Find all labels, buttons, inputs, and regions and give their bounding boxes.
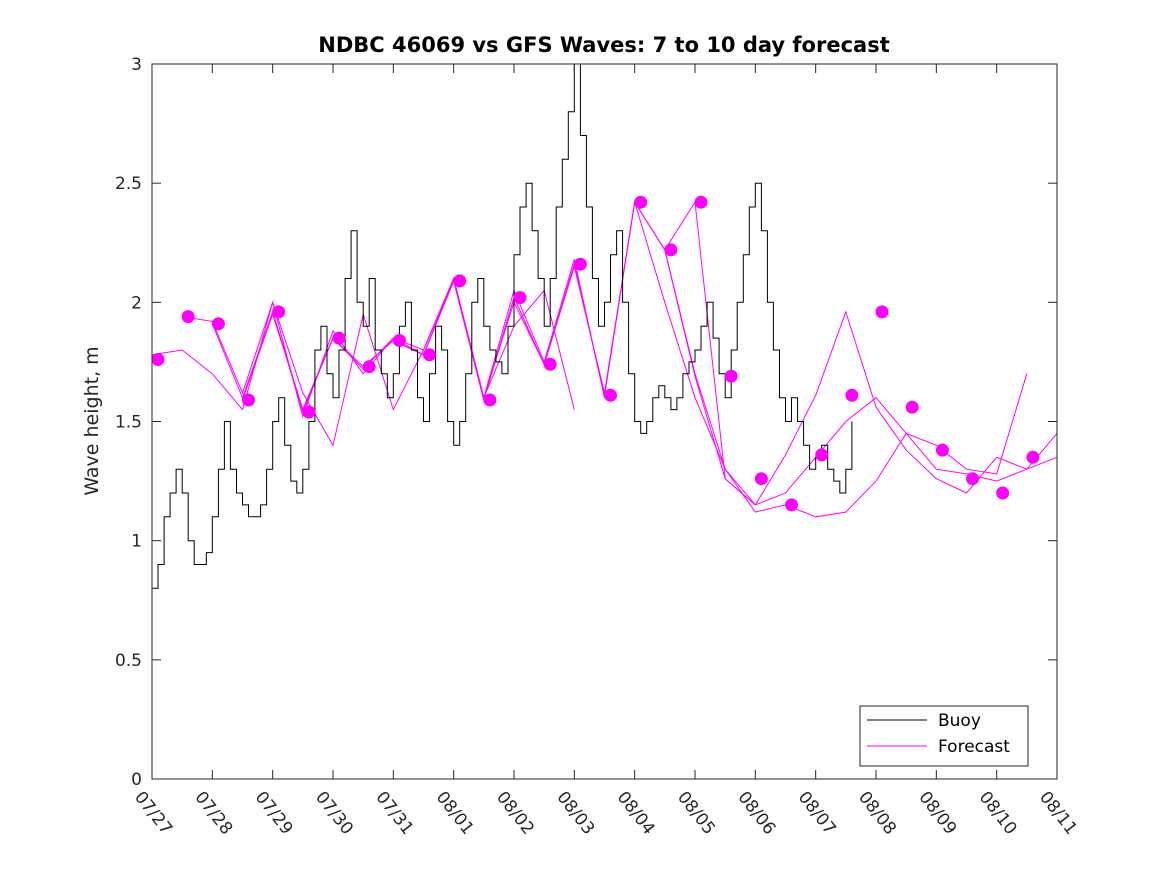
forecast-marker	[966, 472, 979, 486]
forecast-marker	[242, 393, 255, 407]
x-tick-label: 08/08	[854, 788, 900, 839]
forecast-marker	[573, 257, 587, 271]
chart-title: NDBC 46069 vs GFS Waves: 7 to 10 day for…	[318, 33, 889, 57]
forecast-marker	[996, 486, 1010, 500]
forecast-marker	[875, 305, 889, 319]
forecast-marker	[332, 331, 346, 345]
legend-label-forecast: Forecast	[938, 737, 1010, 757]
forecast-series-line	[634, 202, 1058, 506]
legend-box	[859, 705, 1029, 767]
x-tick-label: 08/07	[794, 788, 840, 839]
x-tick-label: 08/03	[552, 788, 598, 839]
forecast-marker	[453, 274, 467, 288]
forecast-marker	[845, 388, 859, 402]
legend: Buoy Forecast	[859, 705, 1029, 767]
forecast-marker	[724, 369, 738, 383]
x-tick-label: 08/06	[733, 788, 779, 839]
forecast-marker	[694, 195, 708, 209]
x-tick-label: 07/30	[311, 788, 357, 839]
y-tick-label: 1.5	[115, 413, 142, 433]
x-tick-label: 08/11	[1035, 788, 1081, 839]
legend-label-buoy: Buoy	[938, 711, 981, 731]
x-tick-label: 08/05	[673, 788, 719, 839]
y-tick-label: 2.5	[115, 174, 142, 194]
forecast-marker	[543, 357, 557, 371]
forecast-marker	[362, 360, 376, 374]
forecast-marker	[423, 348, 436, 362]
forecast-marker	[302, 405, 316, 419]
forecast-marker	[483, 393, 497, 407]
forecast-marker	[211, 317, 225, 331]
forecast-marker	[1026, 450, 1040, 464]
x-tick-label: 08/04	[613, 788, 659, 839]
forecast-marker	[151, 353, 165, 366]
forecast-marker	[664, 243, 678, 257]
forecast-marker	[634, 195, 648, 209]
forecast-marker	[935, 443, 949, 457]
forecast-marker	[785, 498, 798, 512]
forecast-marker	[392, 334, 406, 347]
x-tick-label: 07/28	[190, 788, 236, 839]
x-tick-label: 08/10	[975, 788, 1021, 839]
forecast-marker	[513, 291, 527, 305]
plot-background	[152, 64, 1057, 779]
y-tick-label: 3	[131, 55, 142, 75]
forecast-series-line	[664, 249, 1028, 518]
x-tick-label: 07/31	[371, 788, 417, 839]
marker-layer	[151, 195, 1040, 512]
forecast-marker	[815, 448, 829, 462]
forecast-marker	[272, 305, 286, 319]
y-tick-label: 0	[131, 770, 142, 790]
forecast-marker	[604, 388, 617, 402]
y-tick-label: 1	[131, 532, 142, 552]
x-tick-label: 07/27	[130, 788, 176, 839]
forecast-marker	[905, 400, 919, 414]
x-tick-label: 08/02	[492, 788, 538, 839]
forecast-marker	[181, 310, 195, 324]
buoy-series-line	[152, 63, 853, 589]
x-tick-label: 08/09	[914, 788, 960, 839]
y-tick-label: 0.5	[115, 651, 142, 671]
y-axis-label: Wave height, m	[81, 346, 103, 495]
x-tick-label: 08/01	[432, 788, 478, 839]
x-tick-label: 07/29	[251, 788, 297, 839]
y-tick-label: 2	[131, 293, 142, 313]
forecast-marker	[754, 472, 768, 486]
